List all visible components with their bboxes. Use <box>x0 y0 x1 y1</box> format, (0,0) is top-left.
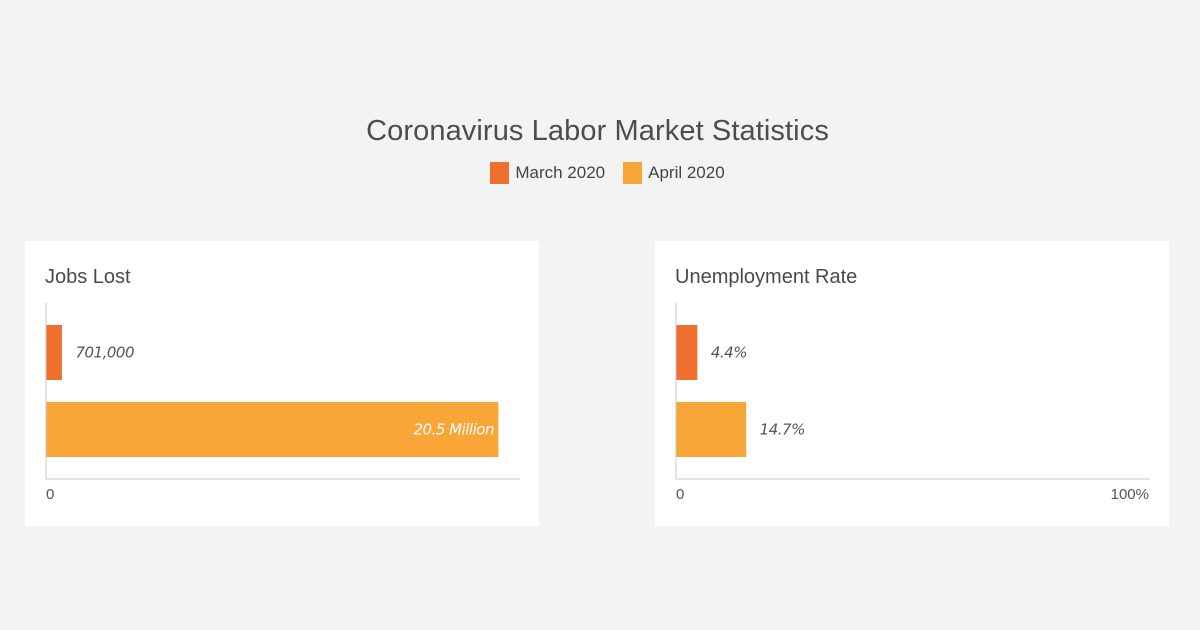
jobs-lost-bar-0 <box>46 325 62 380</box>
unemployment-rate-tick-max: 100% <box>1111 486 1149 503</box>
unemployment-rate-title: Unemployment Rate <box>675 266 858 288</box>
chart-title: Coronavirus Labor Market Statistics <box>366 115 829 147</box>
jobs-lost-panel: Jobs Lost 701,000 20.5 Million 0 <box>25 241 539 526</box>
unemployment-rate-data-label-0: 4.4% <box>711 344 747 362</box>
legend-item-march: March 2020 <box>490 162 605 184</box>
unemployment-rate-bar-1 <box>676 402 747 457</box>
legend-label-march: March 2020 <box>515 163 606 182</box>
jobs-lost-data-label-1: 20.5 Million <box>413 421 493 439</box>
jobs-lost-tick-min: 0 <box>46 486 54 503</box>
legend: March 2020 April 2020 <box>0 162 1200 184</box>
unemployment-rate-tick-min: 0 <box>676 486 684 503</box>
unemployment-rate-panel: Unemployment Rate 4.4% 14.7% 0 100% <box>655 241 1169 526</box>
unemployment-rate-chart: 4.4% 14.7% 0 100% <box>675 303 1150 503</box>
jobs-lost-data-label-0: 701,000 <box>75 344 134 362</box>
jobs-lost-chart: 701,000 20.5 Million 0 <box>45 303 520 503</box>
legend-item-april: April 2020 <box>623 162 725 184</box>
legend-label-april: April 2020 <box>648 163 725 182</box>
jobs-lost-bar-1 <box>46 402 499 457</box>
legend-swatch-april <box>623 162 643 184</box>
jobs-lost-title: Jobs Lost <box>45 266 131 288</box>
unemployment-rate-data-label-1: 14.7% <box>760 421 805 439</box>
legend-swatch-march <box>490 162 510 184</box>
unemployment-rate-bar-0 <box>676 325 698 380</box>
